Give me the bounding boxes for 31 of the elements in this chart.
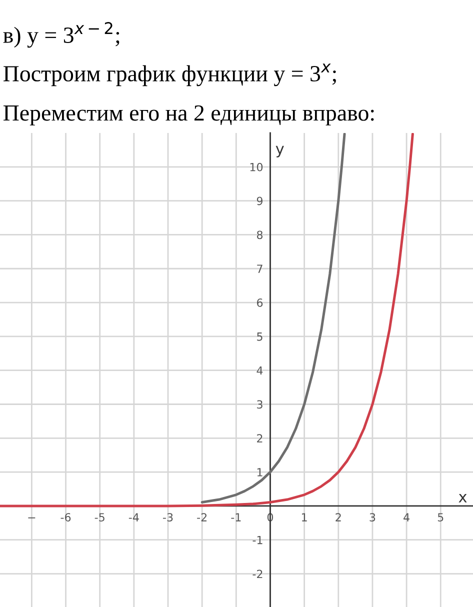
x-tick-label: -2: [197, 513, 207, 522]
y-tick-label: 4: [256, 366, 263, 375]
x-tick-label: 4: [404, 513, 410, 522]
x-tick-label: 5: [438, 513, 444, 522]
x-tick-label: 1: [302, 513, 307, 522]
y-tick-label: -1: [252, 536, 262, 544]
x-tick-label: -6: [60, 513, 71, 522]
x-tick-label: -4: [128, 513, 139, 522]
line-series: [0, 133, 414, 508]
x-tick-label: -1: [231, 513, 241, 522]
chart-subtitle: Построим график функции y = 3$^{x}$;: [3, 64, 336, 86]
y-tick-label: 6: [257, 298, 263, 307]
x-tick-label: −: [28, 517, 36, 518]
y-tick-label: 8: [256, 230, 263, 240]
x-tick-label: 2: [336, 513, 341, 522]
y-tick-label: 2: [257, 434, 262, 442]
y-tick-label: 1: [257, 468, 262, 476]
y-axis-title: y: [276, 146, 284, 158]
x-tick-label: -3: [163, 513, 173, 522]
x-tick-label: -5: [94, 513, 104, 522]
line-series: [200, 133, 346, 504]
x-tick-label: 3: [370, 513, 376, 522]
chart-title: в) y = 3$^{x−2}$;: [3, 22, 120, 48]
y-tick-label: 5: [257, 332, 262, 341]
y-tick-label: 10: [250, 162, 263, 172]
y-tick-label: 9: [256, 196, 263, 206]
x-axis-title: x: [458, 494, 467, 502]
y-tick-label: 3: [257, 400, 262, 409]
y-tick-label: -2: [252, 570, 262, 578]
y-tick-label: 7: [257, 264, 262, 273]
text: Переместим его на 2 единицы вправо:: [3, 105, 374, 126]
